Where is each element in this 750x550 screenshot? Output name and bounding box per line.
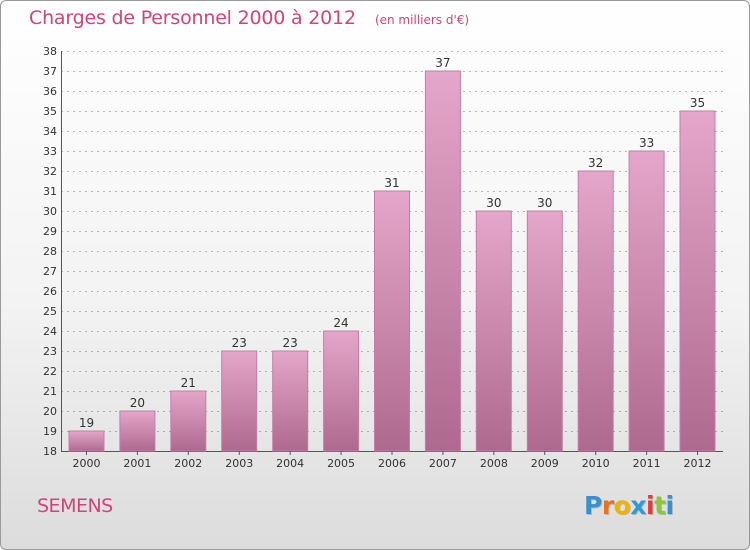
proxiti-logo[interactable]: Proxiti xyxy=(584,491,674,520)
bar-2006 xyxy=(374,190,410,452)
x-tick-label: 2006 xyxy=(378,457,406,470)
y-tick-label: 24 xyxy=(43,325,57,338)
x-tick-label: 2002 xyxy=(174,457,202,470)
data-label: 35 xyxy=(690,96,705,110)
data-label: 23 xyxy=(232,336,247,350)
logo-letter: o xyxy=(613,491,631,520)
data-label: 37 xyxy=(435,56,450,70)
data-label: 30 xyxy=(486,196,501,210)
bar-2010 xyxy=(577,170,614,452)
bar-2003 xyxy=(221,350,258,452)
data-label: 32 xyxy=(588,156,603,170)
y-tick-label: 28 xyxy=(43,245,57,258)
y-tick-label: 37 xyxy=(43,65,57,78)
y-tick-label: 35 xyxy=(43,105,57,118)
x-tick-label: 2001 xyxy=(123,457,151,470)
x-tick-label: 2000 xyxy=(72,457,100,470)
x-tick-label: 2010 xyxy=(582,457,610,470)
data-label: 21 xyxy=(181,376,196,390)
y-tick-label: 36 xyxy=(43,85,57,98)
x-tick-label: 2007 xyxy=(429,457,457,470)
y-tick-label: 30 xyxy=(43,205,57,218)
data-label: 31 xyxy=(384,176,399,190)
y-tick-label: 18 xyxy=(43,445,57,458)
y-tick-label: 26 xyxy=(43,285,57,298)
logo-letter: t xyxy=(654,491,666,520)
logo-letter: i xyxy=(646,491,655,520)
data-label: 30 xyxy=(537,196,552,210)
bar-2007 xyxy=(424,70,461,452)
y-tick-label: 21 xyxy=(43,385,57,398)
data-label: 23 xyxy=(283,336,298,350)
y-tick-label: 22 xyxy=(43,365,57,378)
logo-letter: i xyxy=(665,491,675,520)
bar-2002 xyxy=(170,390,207,452)
bar-2011 xyxy=(628,150,665,452)
y-tick-label: 25 xyxy=(43,305,57,318)
y-tick-label: 31 xyxy=(43,185,57,198)
bar-2012 xyxy=(679,110,716,452)
chart-subtitle: (en milliers d'€) xyxy=(374,13,470,27)
x-tick-label: 2004 xyxy=(276,457,304,470)
title-block: Charges de Personnel 2000 à 2012 (en mil… xyxy=(29,7,469,29)
y-tick-label: 38 xyxy=(43,45,57,58)
x-tick-label: 2012 xyxy=(684,457,712,470)
bar-2001 xyxy=(119,410,156,452)
x-tick-label: 2011 xyxy=(633,457,661,470)
x-tick-label: 2003 xyxy=(225,457,253,470)
y-tick-label: 32 xyxy=(43,165,57,178)
x-tick-label: 2009 xyxy=(531,457,559,470)
bar-2009 xyxy=(526,210,563,452)
data-label: 24 xyxy=(333,316,348,330)
bar-2004 xyxy=(272,350,309,452)
data-label: 33 xyxy=(639,136,654,150)
data-label: 20 xyxy=(130,396,145,410)
y-tick-label: 29 xyxy=(43,225,57,238)
y-tick-label: 34 xyxy=(43,125,57,138)
logo-letter: x xyxy=(630,491,646,520)
chart-title: Charges de Personnel 2000 à 2012 xyxy=(29,7,356,29)
logo-letter: P xyxy=(584,491,602,520)
x-tick-label: 2008 xyxy=(480,457,508,470)
y-tick-label: 23 xyxy=(43,345,57,358)
commune-name: SEMENS xyxy=(37,495,113,517)
x-tick-label: 2005 xyxy=(327,457,355,470)
bar-2000 xyxy=(68,430,105,452)
bar-2005 xyxy=(323,330,360,452)
bar-2008 xyxy=(475,210,512,452)
y-tick-label: 20 xyxy=(43,405,57,418)
data-label: 19 xyxy=(79,416,94,430)
logo-letter: r xyxy=(601,491,614,520)
y-tick-label: 33 xyxy=(43,145,57,158)
y-tick-label: 19 xyxy=(43,425,57,438)
y-tick-label: 27 xyxy=(43,265,57,278)
